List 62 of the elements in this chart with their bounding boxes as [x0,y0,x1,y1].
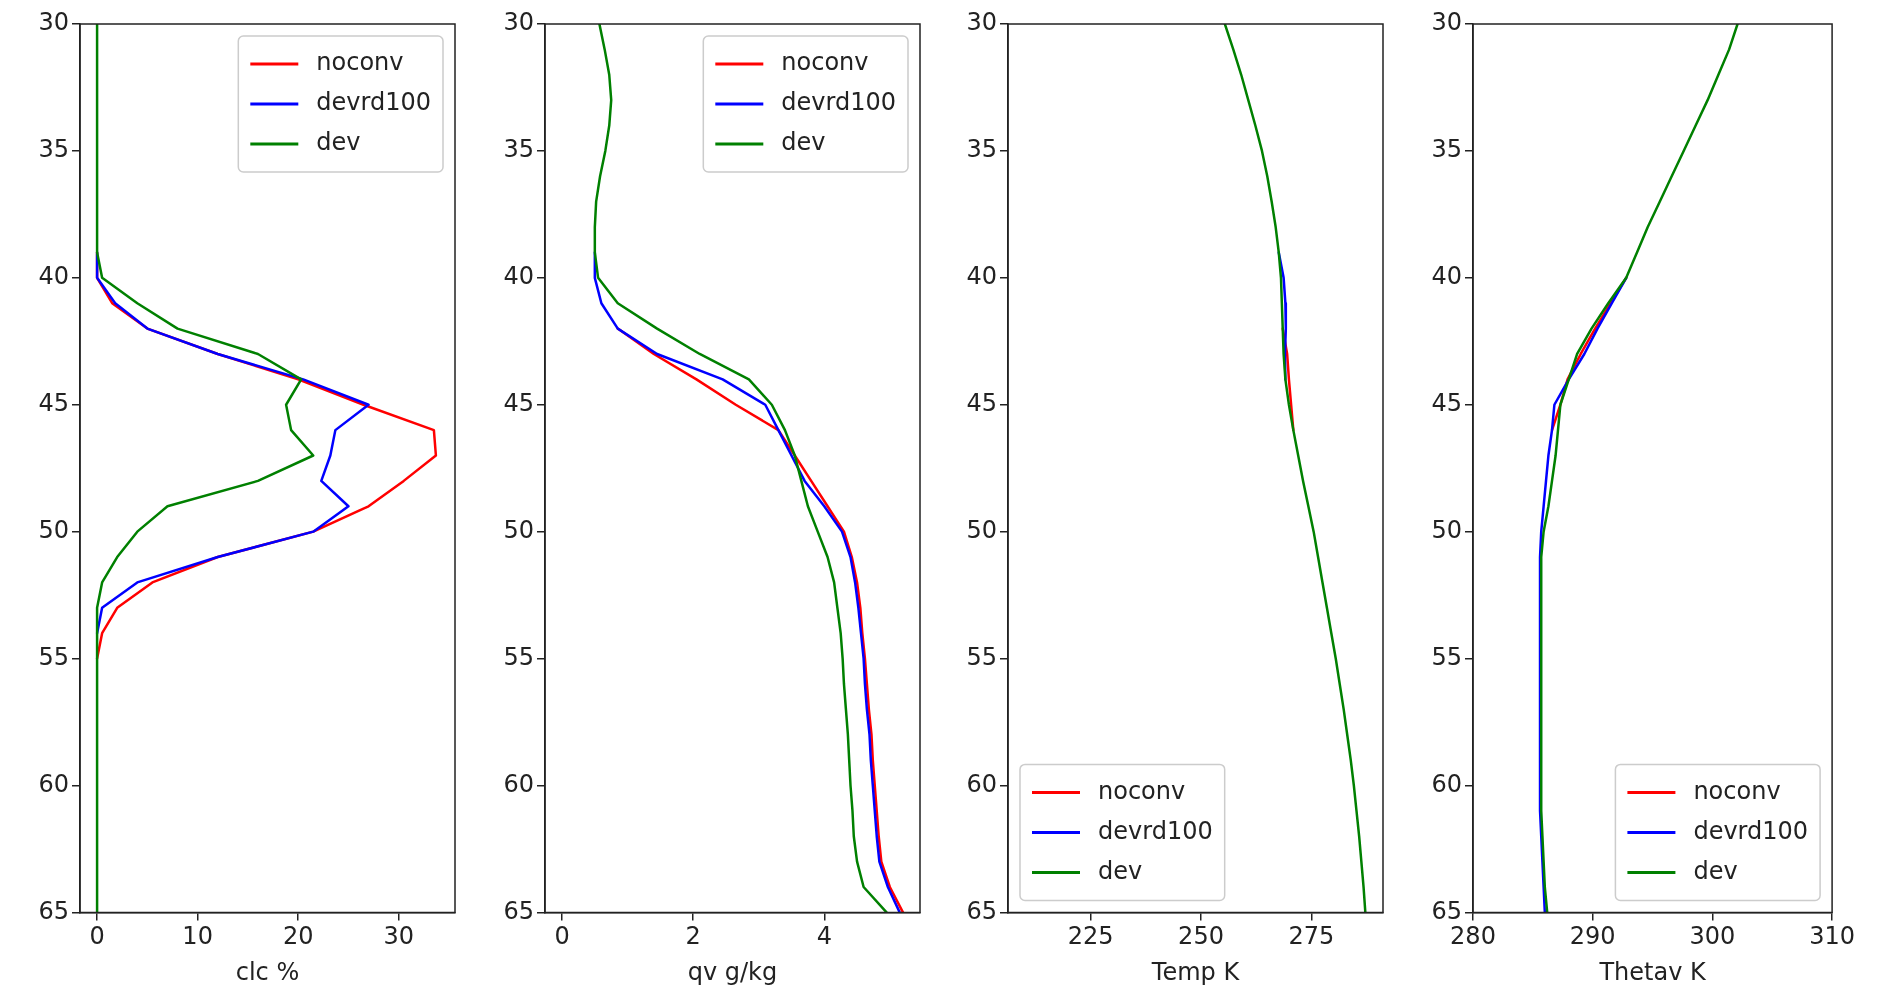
x-axis-title: clc % [235,957,300,986]
y-tick-label: 35 [1431,135,1462,164]
legend-label: devrd100 [1693,816,1809,845]
y-tick-label: 35 [503,135,534,164]
y-tick-label: 30 [1431,8,1462,37]
x-tick-label: 20 [282,922,314,951]
y-tick-label: 40 [1431,262,1462,291]
x-tick-label: 30 [383,922,414,951]
x-tick-label: 290 [1569,922,1616,951]
y-tick-label: 45 [966,388,997,417]
legend-label: dev [316,128,361,157]
x-tick-label: 310 [1809,922,1855,951]
legend-label: dev [1098,856,1143,885]
y-tick-label: 65 [966,896,997,925]
y-tick-label: 55 [38,642,69,671]
legend-label: dev [781,128,826,157]
y-tick-label: 65 [1431,896,1462,925]
x-tick-label: 275 [1288,922,1335,951]
legend-label: noconv [1098,776,1186,805]
y-tick-label: 35 [966,135,997,164]
y-tick-label: 30 [966,8,997,37]
y-tick-label: 60 [38,769,69,798]
y-tick-label: 55 [966,642,997,671]
x-tick-label: 2 [685,922,701,951]
y-tick-label: 50 [38,515,69,544]
y-tick-label: 60 [966,769,997,798]
y-tick-label: 30 [503,8,534,37]
y-tick-label: 45 [503,388,534,417]
legend-label: noconv [1693,776,1781,805]
y-tick-label: 50 [966,515,997,544]
y-tick-label: 50 [1431,515,1462,544]
y-tick-label: 40 [966,262,997,291]
x-tick-label: 280 [1450,922,1496,951]
y-tick-label: 55 [1431,642,1462,671]
legend-label: devrd100 [1098,816,1213,845]
y-tick-label: 60 [503,769,534,798]
y-tick-label: 45 [1431,388,1462,417]
legend-label: noconv [781,48,869,77]
y-tick-label: 60 [1431,769,1462,798]
y-tick-label: 30 [38,8,69,37]
x-tick-label: 250 [1178,922,1224,951]
y-tick-label: 65 [503,896,534,925]
x-axis-title: qv g/kg [687,957,778,986]
y-tick-label: 35 [38,135,69,164]
x-tick-label: 300 [1689,922,1736,951]
legend-label: noconv [316,48,404,77]
x-tick-label: 10 [182,922,213,951]
y-tick-label: 65 [38,896,69,925]
x-axis-title: Temp K [1150,957,1241,986]
y-tick-label: 55 [503,642,534,671]
legend-label: dev [1693,856,1738,885]
y-tick-label: 45 [38,388,69,417]
x-tick-label: 0 [89,922,105,951]
x-tick-label: 225 [1067,922,1114,951]
y-tick-label: 40 [503,262,534,291]
x-axis-title: Thetav K [1598,957,1707,986]
x-tick-label: 0 [554,922,570,951]
y-tick-label: 40 [38,262,69,291]
legend-label: devrd100 [781,88,897,117]
legend-label: devrd100 [316,88,432,117]
x-tick-label: 4 [816,922,832,951]
y-tick-label: 50 [503,515,534,544]
